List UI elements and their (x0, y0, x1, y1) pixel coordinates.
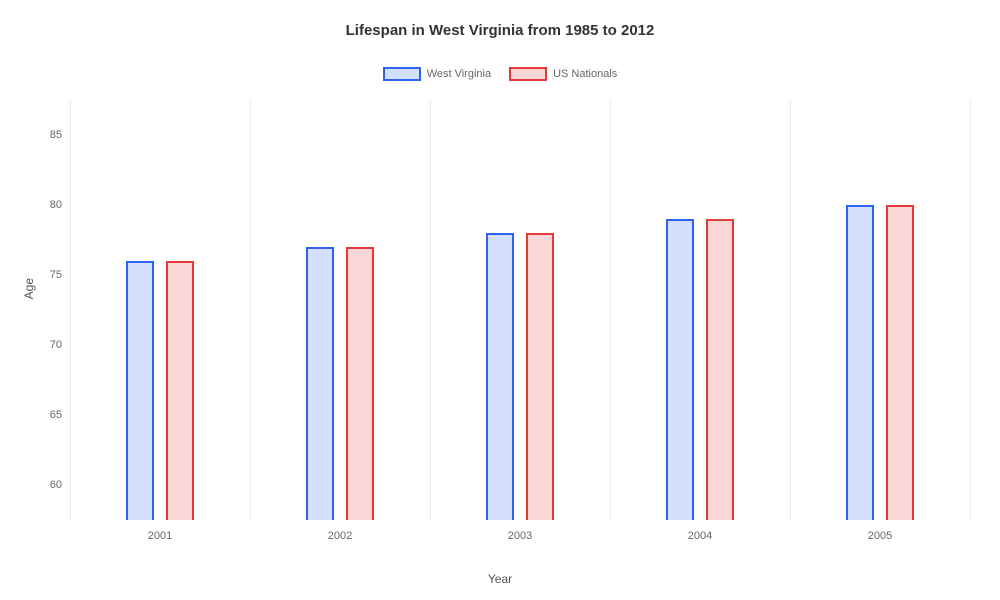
gridline-v (430, 100, 431, 520)
x-tick-label: 2003 (508, 530, 532, 542)
bar (706, 219, 734, 520)
legend-swatch (383, 67, 421, 81)
gridline-v (250, 100, 251, 520)
y-axis-label: Age (22, 278, 36, 299)
chart-container: Lifespan in West Virginia from 1985 to 2… (0, 0, 1000, 600)
chart-title: Lifespan in West Virginia from 1985 to 2… (0, 0, 1000, 39)
legend-item-west-virginia: West Virginia (383, 67, 491, 81)
bar (306, 247, 334, 520)
bar (846, 205, 874, 520)
y-tick-label: 70 (50, 339, 62, 351)
x-tick-label: 2004 (688, 530, 712, 542)
legend: West Virginia US Nationals (0, 67, 1000, 81)
y-tick-label: 65 (50, 409, 62, 421)
legend-label: US Nationals (553, 68, 617, 80)
x-tick-label: 2005 (868, 530, 892, 542)
x-tick-label: 2002 (328, 530, 352, 542)
legend-swatch (509, 67, 547, 81)
legend-item-us-nationals: US Nationals (509, 67, 617, 81)
y-tick-label: 80 (50, 199, 62, 211)
plot-area: 20012002200320042005606570758085 (70, 100, 970, 520)
gridline-v (790, 100, 791, 520)
y-tick-label: 85 (50, 129, 62, 141)
bar (666, 219, 694, 520)
bar (526, 233, 554, 520)
bar (886, 205, 914, 520)
bar (166, 261, 194, 520)
bar (346, 247, 374, 520)
legend-label: West Virginia (427, 68, 491, 80)
y-tick-label: 75 (50, 269, 62, 281)
gridline-v (70, 100, 71, 520)
gridline-v (970, 100, 971, 520)
gridline-v (610, 100, 611, 520)
bar (126, 261, 154, 520)
x-axis-label: Year (488, 572, 512, 586)
bar (486, 233, 514, 520)
x-tick-label: 2001 (148, 530, 172, 542)
y-tick-label: 60 (50, 479, 62, 491)
